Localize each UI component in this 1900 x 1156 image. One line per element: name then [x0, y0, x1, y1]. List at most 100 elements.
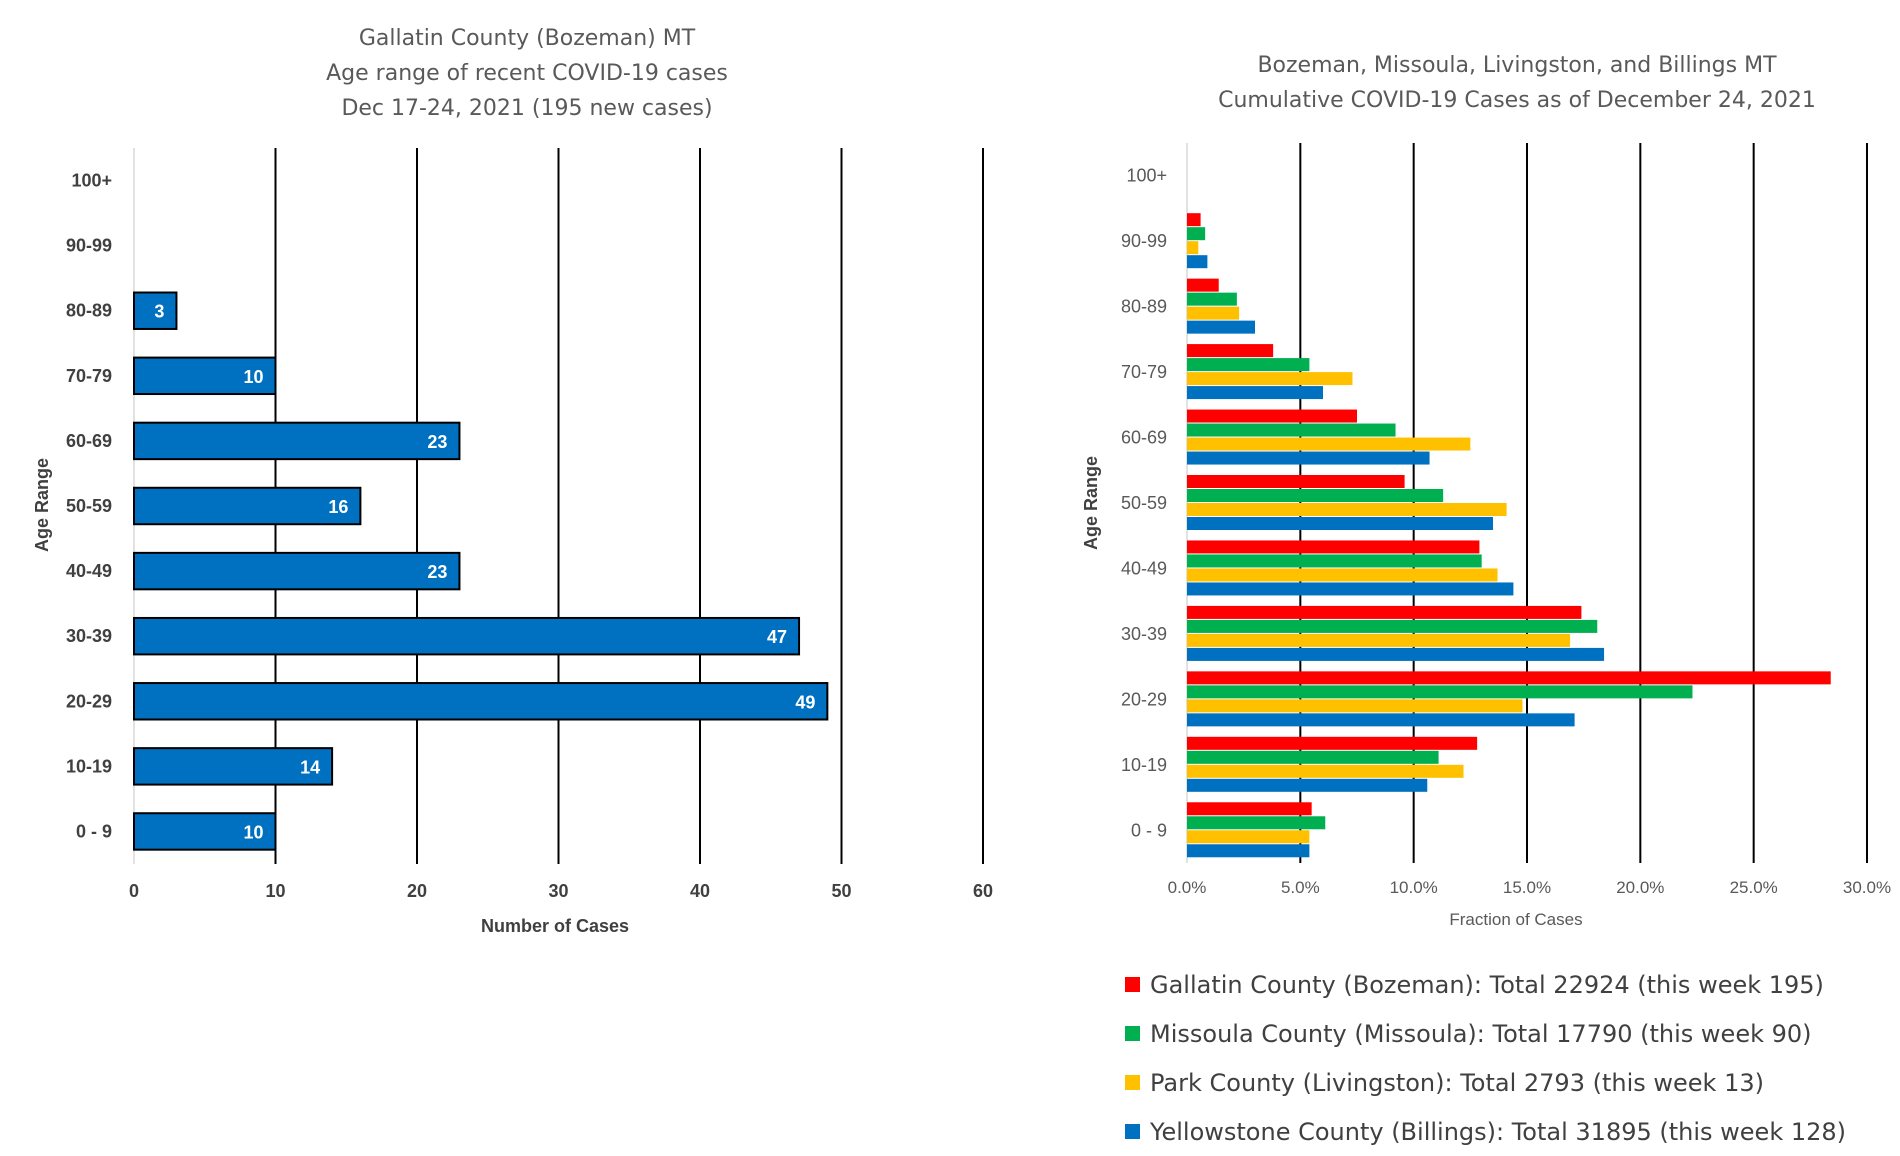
left-category-60-69: 60-69: [66, 431, 112, 451]
legend-item-yellowstone: Yellowstone County (Billings): Total 318…: [1125, 1107, 1846, 1156]
legend-item-park: Park County (Livingston): Total 2793 (th…: [1125, 1058, 1846, 1107]
left-chart-title-line-2: Age range of recent COVID-19 cases: [326, 61, 728, 86]
left-category-10-19: 10-19: [66, 756, 112, 776]
right-bar-yellowstone-county-billings-20-29: [1187, 713, 1575, 727]
right-bar-gallatin-county-bozeman-30-39: [1187, 605, 1582, 619]
left-x-tick-30: 30: [548, 881, 568, 901]
left-category-80-89: 80-89: [66, 301, 112, 321]
right-category-60-69: 60-69: [1121, 428, 1167, 448]
legend-swatch-park: [1125, 1075, 1140, 1090]
right-bar-missoula-county-missoula-70-79: [1187, 358, 1310, 372]
right-bar-missoula-county-missoula-90-99: [1187, 227, 1206, 241]
right-chart: Bozeman, Missoula, Livingston, and Billi…: [1081, 53, 1891, 929]
right-chart-y-axis-label: Age Range: [1081, 456, 1101, 550]
left-chart-bars: 10 14 49 47 23 16 23 10 3: [133, 291, 829, 851]
legend-label-missoula: Missoula County (Missoula): Total 17790 …: [1150, 1019, 1812, 1048]
right-bar-park-county-livingston-90-99: [1187, 241, 1199, 255]
left-x-tick-50: 50: [831, 881, 851, 901]
left-chart-title-line-3: Dec 17-24, 2021 (195 new cases): [341, 96, 712, 121]
right-bar-yellowstone-county-billings-40-49: [1187, 582, 1514, 596]
right-bar-yellowstone-county-billings-10-19: [1187, 778, 1428, 792]
right-chart-legend: Gallatin County (Bozeman): Total 22924 (…: [1125, 960, 1846, 1156]
right-bar-missoula-county-missoula-30-39: [1187, 619, 1598, 633]
right-chart-title-line-2: Cumulative COVID-19 Cases as of December…: [1218, 88, 1816, 113]
left-chart-gridlines: [133, 148, 984, 864]
left-data-label-0-9: 10: [243, 822, 263, 842]
right-bar-gallatin-county-bozeman-50-59: [1187, 475, 1405, 488]
left-chart-x-axis-label: Number of Cases: [481, 916, 629, 936]
legend-label-park: Park County (Livingston): Total 2793 (th…: [1150, 1068, 1764, 1097]
right-bar-park-county-livingston-30-39: [1187, 633, 1571, 647]
left-bar-20-29: [133, 682, 829, 721]
right-x-tick-0-0: 0.0%: [1168, 878, 1207, 897]
right-bar-park-county-livingston-50-59: [1187, 503, 1507, 516]
right-category-30-39: 30-39: [1121, 624, 1167, 644]
right-bar-yellowstone-county-billings-70-79: [1187, 386, 1323, 400]
right-chart-x-axis-label: Fraction of Cases: [1449, 910, 1582, 929]
right-x-tick-30-0: 30.0%: [1843, 878, 1891, 897]
left-category-50-59: 50-59: [66, 496, 112, 516]
right-bar-missoula-county-missoula-50-59: [1187, 489, 1444, 502]
left-bar-50-59: [133, 486, 362, 526]
right-bar-yellowstone-county-billings-30-39: [1187, 647, 1605, 661]
right-bar-gallatin-county-bozeman-60-69: [1187, 409, 1357, 423]
right-bar-missoula-county-missoula-40-49: [1187, 554, 1482, 568]
right-category-50-59: 50-59: [1121, 493, 1167, 513]
right-bar-park-county-livingston-20-29: [1187, 699, 1523, 713]
left-category-20-29: 20-29: [66, 691, 112, 711]
left-data-label-20-29: 49: [795, 692, 815, 712]
right-bar-park-county-livingston-0-9: [1187, 830, 1310, 844]
left-data-label-80-89: 3: [154, 302, 164, 322]
right-bar-park-county-livingston-80-89: [1187, 306, 1240, 320]
right-bar-park-county-livingston-10-19: [1187, 764, 1464, 778]
left-data-label-70-79: 10: [243, 367, 263, 387]
right-bar-missoula-county-missoula-20-29: [1187, 685, 1693, 699]
left-bar-30-39: [133, 616, 801, 656]
right-bar-yellowstone-county-billings-80-89: [1187, 320, 1255, 334]
right-category-90-99: 90-99: [1121, 231, 1167, 251]
left-x-tick-20: 20: [407, 881, 427, 901]
right-bar-gallatin-county-bozeman-40-49: [1187, 540, 1480, 554]
left-bar-0-9: [133, 812, 277, 851]
right-x-tick-5-0: 5.0%: [1281, 878, 1320, 897]
right-bar-gallatin-county-bozeman-80-89: [1187, 278, 1219, 292]
left-category-0-9: 0 - 9: [76, 821, 112, 841]
right-x-tick-15-0: 15.0%: [1503, 878, 1551, 897]
right-chart-x-tick-labels: 0.0% 5.0% 10.0% 15.0% 20.0% 25.0% 30.0%: [1168, 878, 1891, 897]
right-category-10-19: 10-19: [1121, 755, 1167, 775]
right-bar-park-county-livingston-70-79: [1187, 372, 1353, 386]
right-bar-missoula-county-missoula-10-19: [1187, 750, 1439, 764]
left-x-tick-0: 0: [129, 881, 139, 901]
left-chart-title-line-1: Gallatin County (Bozeman) MT: [359, 26, 696, 51]
left-bar-40-49: [133, 551, 461, 591]
left-category-30-39: 30-39: [66, 626, 112, 646]
right-category-80-89: 80-89: [1121, 297, 1167, 317]
right-chart-title-line-1: Bozeman, Missoula, Livingston, and Billi…: [1257, 53, 1777, 78]
left-data-label-10-19: 14: [300, 757, 320, 777]
right-chart-category-labels: 0 - 9 10-19 20-29 30-39 40-49 50-59 60-69 70-79…: [1121, 166, 1167, 841]
legend-item-gallatin: Gallatin County (Bozeman): Total 22924 (…: [1125, 960, 1846, 1009]
right-bar-gallatin-county-bozeman-20-29: [1187, 671, 1831, 685]
left-data-label-30-39: 47: [767, 627, 787, 647]
legend-item-missoula: Missoula County (Missoula): Total 17790 …: [1125, 1009, 1846, 1058]
left-data-label-50-59: 16: [328, 497, 348, 517]
left-x-tick-10: 10: [265, 881, 285, 901]
left-bar-10-19: [133, 747, 334, 786]
legend-swatch-missoula: [1125, 1026, 1140, 1041]
left-bar-60-69: [133, 421, 461, 461]
right-bar-park-county-livingston-60-69: [1187, 437, 1471, 451]
right-bar-yellowstone-county-billings-60-69: [1187, 451, 1430, 465]
right-bar-yellowstone-county-billings-50-59: [1187, 517, 1493, 530]
right-category-40-49: 40-49: [1121, 558, 1167, 578]
right-chart-bars: [1187, 213, 1831, 858]
right-bar-gallatin-county-bozeman-90-99: [1187, 213, 1201, 227]
legend-swatch-yellowstone: [1125, 1124, 1140, 1139]
legend-label-gallatin: Gallatin County (Bozeman): Total 22924 (…: [1150, 970, 1824, 999]
left-category-100: 100+: [71, 171, 112, 191]
right-x-tick-25-0: 25.0%: [1730, 878, 1778, 897]
left-chart-category-labels: 0 - 9 10-19 20-29 30-39 40-49 50-59 60-69 70-79…: [66, 171, 112, 842]
left-x-tick-40: 40: [690, 881, 710, 901]
right-bar-gallatin-county-bozeman-10-19: [1187, 736, 1478, 750]
left-bar-80-89: [133, 291, 178, 330]
